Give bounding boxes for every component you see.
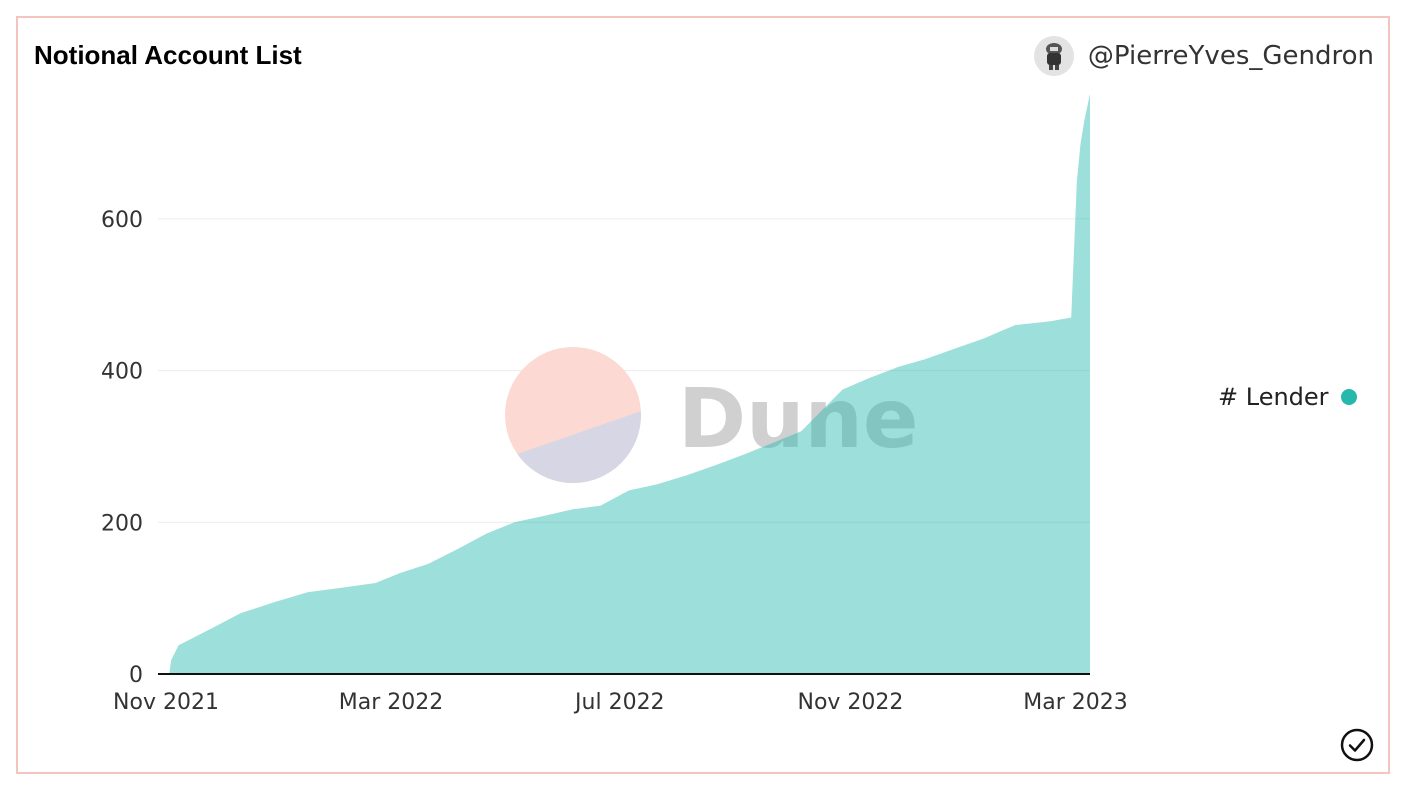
- x-tick-label: Mar 2022: [339, 690, 444, 715]
- author-link[interactable]: @PierreYves_Gendron: [1033, 36, 1374, 76]
- x-tick-label: Nov 2021: [113, 690, 219, 715]
- x-tick-label: Mar 2023: [1023, 690, 1128, 715]
- legend-dot-lender: [1340, 389, 1357, 405]
- y-tick-label: 200: [101, 511, 143, 536]
- chart-card: Notional Account List @PierreYves_Gendro…: [16, 16, 1390, 774]
- y-tick-label: 0: [129, 663, 143, 688]
- chart-title: Notional Account List: [34, 40, 302, 70]
- series-area-lender: [169, 93, 1091, 675]
- user-avatar-icon: [1033, 36, 1074, 76]
- dune-watermark: Dune: [505, 347, 918, 483]
- watermark-text: Dune: [678, 372, 918, 467]
- x-tick-label: Jul 2022: [573, 690, 665, 715]
- check-circle-icon[interactable]: [1340, 728, 1374, 762]
- y-tick-label: 600: [101, 208, 143, 233]
- x-tick-label: Nov 2022: [798, 690, 904, 715]
- y-tick-label: 400: [101, 360, 143, 385]
- author-name[interactable]: @PierreYves_Gendron: [1087, 41, 1374, 71]
- legend: # Lender: [1218, 383, 1357, 411]
- legend-label-lender: # Lender: [1218, 383, 1329, 411]
